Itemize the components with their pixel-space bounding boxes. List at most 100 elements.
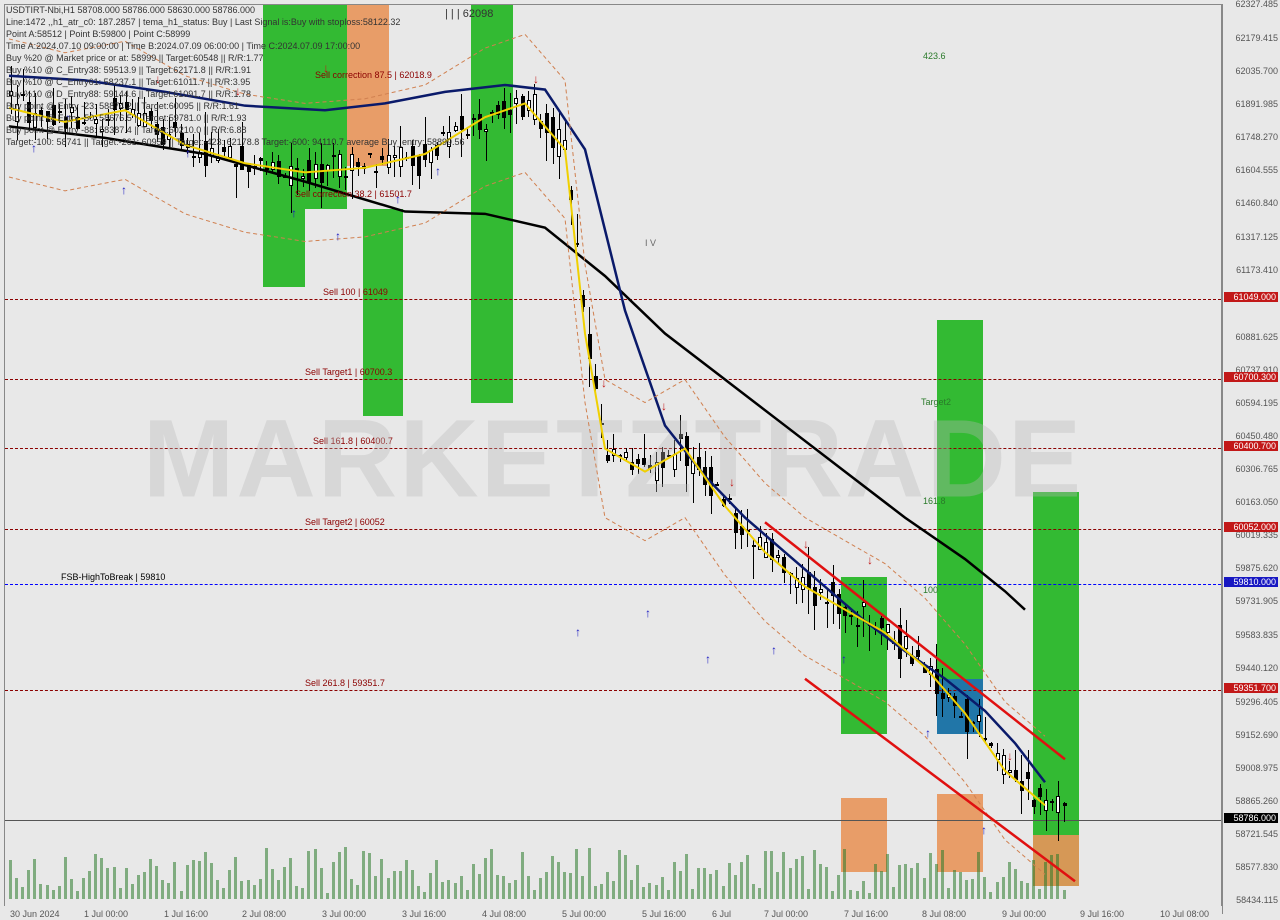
info-line-10: Buy point @ Entry -50: 58676.5 || Target…: [6, 112, 465, 124]
candle-body: [393, 155, 397, 158]
hline-label: Sell Target1 | 60700.3: [305, 367, 392, 377]
candle-body: [831, 582, 835, 595]
volume-bar: [417, 886, 420, 899]
up-arrow-icon: ↑: [645, 606, 651, 620]
volume-bar: [837, 875, 840, 899]
y-tick: 60163.050: [1224, 497, 1278, 507]
candle-body: [612, 449, 616, 457]
volume-bar: [46, 885, 49, 900]
candle-body: [374, 171, 378, 173]
volume-bar: [350, 879, 353, 899]
volume-bar: [131, 884, 134, 899]
candle-body: [983, 738, 987, 740]
candle-body: [770, 539, 774, 560]
volume-bar: [490, 849, 493, 899]
candle-body: [947, 693, 951, 698]
candle-body: [411, 146, 415, 165]
volume-bar: [380, 859, 383, 899]
candle-wick: [747, 509, 748, 547]
candle-body: [429, 150, 433, 163]
volume-bar: [606, 872, 609, 899]
candle-wick: [863, 580, 864, 638]
candle-body: [892, 640, 896, 644]
candle-body: [825, 602, 829, 604]
candle-body: [849, 615, 853, 617]
volume-bar: [374, 876, 377, 899]
candle-body: [758, 537, 762, 550]
volume-bar: [758, 888, 761, 899]
candle-wick: [857, 611, 858, 647]
volume-bar: [539, 878, 542, 899]
volume-bar: [1008, 862, 1011, 899]
volume-bar: [70, 879, 73, 899]
down-arrow-icon: ↓: [803, 537, 809, 551]
hline-label: Sell 161.8 | 60400.7: [313, 436, 393, 446]
volume-bar: [703, 868, 706, 899]
volume-bar: [782, 852, 785, 899]
candle-body: [819, 589, 823, 593]
orange-zone: [937, 794, 983, 872]
candle-body: [356, 162, 360, 167]
x-tick: 9 Jul 16:00: [1080, 909, 1124, 919]
volume-bar: [856, 891, 859, 899]
candle-body: [1008, 770, 1012, 773]
candle-body: [977, 715, 981, 722]
info-line-6: Buy %10 @ C_Entry38: 59513.9 || Target:6…: [6, 64, 465, 76]
candle-body: [910, 656, 914, 663]
volume-bar: [289, 858, 292, 899]
volume-bar: [679, 871, 682, 899]
volume-bar: [496, 875, 499, 899]
candle-body: [734, 513, 738, 533]
candle-body: [557, 129, 561, 156]
horizontal-line: [5, 529, 1221, 530]
candle-body: [807, 572, 811, 589]
up-arrow-icon: ↑: [335, 229, 341, 243]
volume-bar: [1014, 869, 1017, 899]
up-arrow-icon: ↑: [981, 823, 987, 837]
candle-body: [874, 628, 878, 630]
y-tick: 59152.690: [1224, 730, 1278, 740]
candle-body: [1014, 770, 1018, 780]
volume-bar: [795, 859, 798, 899]
volume-bar: [1002, 877, 1005, 899]
volume-bar: [533, 890, 536, 899]
volume-bar: [953, 870, 956, 899]
candle-body: [581, 295, 585, 308]
volume-bar: [167, 883, 170, 899]
candle-body: [490, 112, 494, 114]
volume-bar: [441, 882, 444, 899]
volume-bar: [667, 890, 670, 899]
volume-bar: [959, 872, 962, 899]
y-tick: 60594.195: [1224, 398, 1278, 408]
volume-bar: [277, 880, 280, 899]
candle-body: [247, 163, 251, 172]
volume-bar: [362, 851, 365, 899]
y-tick: 59440.120: [1224, 663, 1278, 673]
candle-body: [417, 155, 421, 176]
volume-bar: [801, 856, 804, 899]
volume-bar: [137, 875, 140, 899]
volume-bar: [94, 854, 97, 899]
up-arrow-icon: ↑: [575, 625, 581, 639]
up-arrow-icon: ↑: [705, 652, 711, 666]
candle-body: [320, 164, 324, 183]
volume-bar: [295, 886, 298, 899]
candle-wick: [869, 615, 870, 651]
y-tick: 62327.485: [1224, 0, 1278, 9]
volume-bar: [1050, 855, 1053, 899]
volume-bar: [76, 891, 79, 899]
candle-body: [789, 573, 793, 575]
candle-body: [935, 669, 939, 694]
candle-body: [862, 602, 866, 607]
candle-body: [283, 176, 287, 178]
volume-bar: [1063, 890, 1066, 899]
volume-bar: [941, 850, 944, 899]
candle-wick: [918, 636, 919, 662]
candle-body: [642, 458, 646, 465]
up-arrow-icon: ↑: [185, 146, 191, 160]
volume-bar: [259, 879, 262, 899]
x-tick: 6 Jul: [712, 909, 731, 919]
candle-body: [795, 578, 799, 588]
candle-body: [1050, 801, 1054, 803]
y-tick: 60450.480: [1224, 431, 1278, 441]
